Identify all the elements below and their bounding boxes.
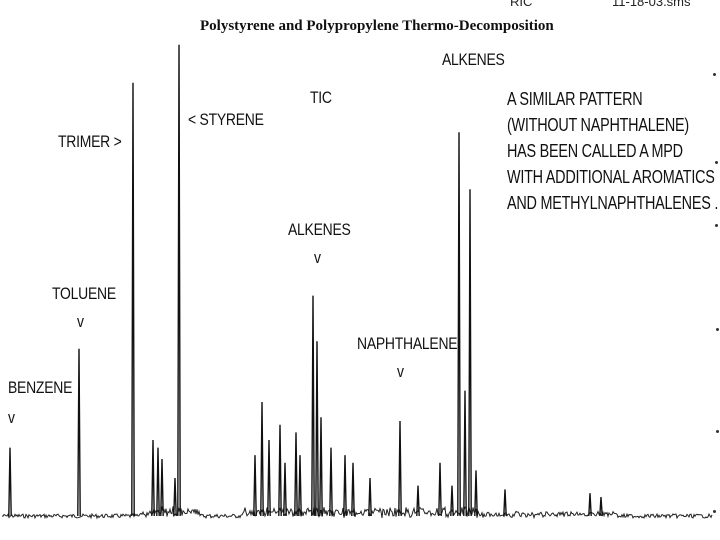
arrow-alkenes-mid: v	[314, 248, 321, 267]
label-benzene: BENZENE	[8, 378, 73, 397]
chromatogram-peak	[457, 132, 461, 517]
chromatogram-peak	[315, 341, 319, 517]
chromatogram-peak	[329, 447, 333, 517]
chromatogram-peak	[298, 455, 302, 517]
chromatogram-peak	[311, 295, 315, 517]
chromatogram-peak	[474, 470, 478, 517]
arrow-toluene: v	[77, 312, 84, 331]
chromatogram-peak	[8, 447, 12, 517]
label-alkenes-right: ALKENES	[442, 50, 505, 69]
chromatogram-peak	[599, 496, 603, 517]
chromatogram-peak	[351, 462, 355, 517]
chromatogram-peak	[131, 82, 135, 517]
chromatogram-peak	[253, 455, 257, 517]
edge-mark	[713, 510, 716, 513]
file-label: 11-18-03.sms	[612, 0, 691, 9]
chromatogram-peak	[468, 189, 472, 517]
arrow-naphthalene: v	[397, 362, 404, 381]
chromatogram-peak	[438, 462, 442, 517]
chromatogram-peak	[368, 477, 372, 517]
arrow-benzene: v	[8, 408, 15, 427]
annotation-note: A SIMILAR PATTERN (WITHOUT NAPHTHALENE) …	[507, 86, 718, 216]
label-alkenes-mid: ALKENES	[288, 220, 351, 239]
edge-mark	[716, 430, 719, 433]
edge-mark	[716, 328, 719, 331]
chromatogram-peak	[283, 462, 287, 517]
note-line: HAS BEEN CALLED A MPD	[507, 141, 683, 161]
edge-mark	[713, 73, 716, 76]
chromatogram-peak	[398, 420, 402, 517]
baseline-trace	[1, 505, 713, 520]
tic-label: TIC	[310, 88, 332, 107]
chromatogram-peak	[160, 458, 164, 517]
chromatogram-peak	[503, 489, 507, 517]
chromatogram-peak	[278, 424, 282, 517]
edge-mark	[715, 161, 718, 164]
label-toluene: TOLUENE	[52, 284, 116, 303]
label-styrene: < STYRENE	[188, 110, 264, 129]
note-line: WITH ADDITIONAL AROMATICS	[507, 167, 715, 187]
chromatogram-trace	[1, 44, 713, 520]
chromatogram-peak	[319, 417, 323, 517]
note-line: (WITHOUT NAPHTHALENE)	[507, 115, 689, 135]
chromatogram-peak	[588, 493, 592, 517]
chart-title: Polystyrene and Polypropylene Thermo-Dec…	[200, 18, 554, 34]
chromatogram-peak	[267, 439, 271, 517]
chromatogram-peak	[173, 477, 177, 517]
chromatogram-peak	[151, 439, 155, 517]
chromatogram-peak	[416, 485, 420, 517]
ric-label: RIC	[510, 0, 533, 9]
label-naphthalene: NAPHTHALENE	[357, 334, 458, 353]
chromatogram-peak	[177, 44, 181, 517]
chromatogram-peak	[463, 390, 467, 517]
chromatogram-peak	[450, 485, 454, 517]
chromatogram-peak	[156, 447, 160, 517]
chromatogram-peak	[343, 455, 347, 517]
chromatogram-peak	[77, 348, 81, 517]
edge-mark	[715, 224, 718, 227]
chromatogram-peak	[294, 432, 298, 517]
chromatogram-peak	[260, 401, 264, 517]
note-line: AND METHYLNAPHTHALENES .	[507, 193, 719, 213]
label-trimer: TRIMER >	[58, 132, 122, 151]
note-line: A SIMILAR PATTERN	[507, 89, 643, 109]
